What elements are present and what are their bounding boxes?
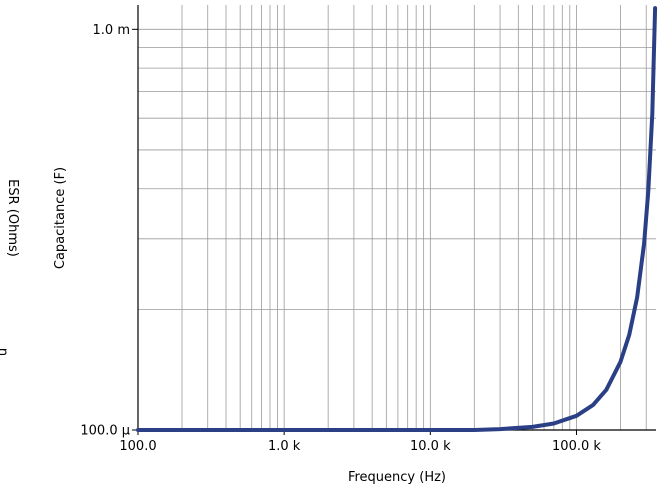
- capacitance-series-line: [136, 6, 658, 432]
- y-tick-label: 100.0 µ: [80, 424, 130, 439]
- y-tick-label: 1.0 m: [93, 23, 130, 38]
- y-axis-title: Capacitance (F): [53, 167, 68, 269]
- secondary-y-axis-title: ESR (Ohms): [5, 179, 20, 257]
- x-tick-label: 10.0 k: [410, 439, 451, 454]
- x-axis-title: Frequency (Hz): [348, 470, 446, 485]
- x-tick-label: 100.0: [119, 439, 156, 454]
- grid-lines: [137, 5, 656, 431]
- tick-labels: 100.0 1.0 k 10.0 k 100.0 k 100.0 µ 1.0 m: [80, 23, 601, 454]
- x-tick-label: 1.0 k: [268, 439, 301, 454]
- cropped-axis-label-fragment: n: [0, 348, 10, 356]
- series-layer: [136, 6, 658, 432]
- x-tick-label: 100.0 k: [552, 439, 601, 454]
- axes: [137, 5, 656, 431]
